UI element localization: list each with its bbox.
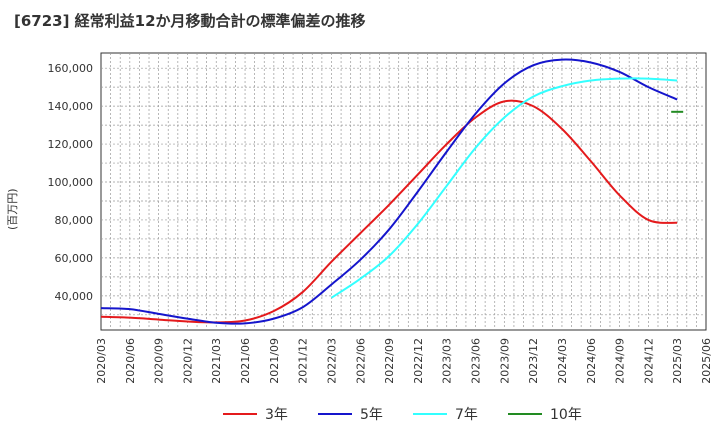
x-tick-labels: 2020/03 2020/06 2020/09 2020/12 2021/03 2021/… — [95, 338, 713, 384]
x-tick-label: 2024/09 — [614, 338, 627, 384]
y-tick-label: 120,000 — [48, 138, 94, 151]
x-tick-label: 2021/09 — [268, 338, 281, 384]
y-tick-labels: 40,000 60,000 80,000 100,000 120,000 140,000 1… — [48, 62, 94, 303]
x-tick-label: 2021/12 — [297, 338, 310, 384]
series-line-5年 — [100, 58, 678, 325]
x-tick-label: 2023/12 — [527, 338, 540, 384]
y-tick-label: 100,000 — [48, 176, 94, 189]
x-tick-label: 2022/06 — [354, 338, 367, 384]
plot-area — [100, 52, 707, 331]
series-lines — [100, 58, 684, 325]
y-tick-label: 140,000 — [48, 100, 94, 113]
y-tick-label: 80,000 — [55, 214, 94, 227]
x-tick-label: 2024/12 — [642, 338, 655, 384]
x-tick-label: 2021/06 — [239, 338, 252, 384]
x-tick-label: 2020/06 — [124, 338, 137, 384]
legend-label: 3年 — [265, 407, 288, 423]
x-tick-label: 2025/03 — [671, 338, 684, 384]
legend-label: 5年 — [360, 407, 383, 423]
x-tick-label: 2020/12 — [181, 338, 194, 384]
x-tick-label: 2024/03 — [556, 338, 569, 384]
series-line-3年 — [100, 99, 678, 324]
y-tick-label: 40,000 — [55, 290, 94, 303]
x-tick-label: 2023/09 — [498, 338, 511, 384]
series-line-7年 — [330, 77, 678, 299]
x-tick-label: 2022/03 — [325, 338, 338, 384]
chart-title: [6723] 経常利益12か月移動合計の標準偏差の推移 — [14, 12, 366, 30]
legend: 3年 5年 7年 10年 — [223, 407, 582, 423]
x-tick-label: 2023/03 — [441, 338, 454, 384]
x-tick-label: 2020/09 — [153, 338, 166, 384]
y-tick-label: 60,000 — [55, 252, 94, 265]
x-tick-label: 2020/03 — [95, 338, 108, 384]
x-tick-label: 2023/06 — [470, 338, 483, 384]
legend-label: 10年 — [550, 407, 582, 423]
legend-label: 7年 — [455, 407, 478, 423]
x-tick-label: 2025/06 — [700, 338, 713, 384]
x-tick-label: 2022/09 — [383, 338, 396, 384]
y-tick-label: 160,000 — [48, 62, 94, 75]
x-tick-label: 2021/03 — [210, 338, 223, 384]
x-tick-label: 2022/12 — [412, 338, 425, 384]
gridlines — [101, 53, 706, 330]
x-tick-label: 2024/06 — [585, 338, 598, 384]
